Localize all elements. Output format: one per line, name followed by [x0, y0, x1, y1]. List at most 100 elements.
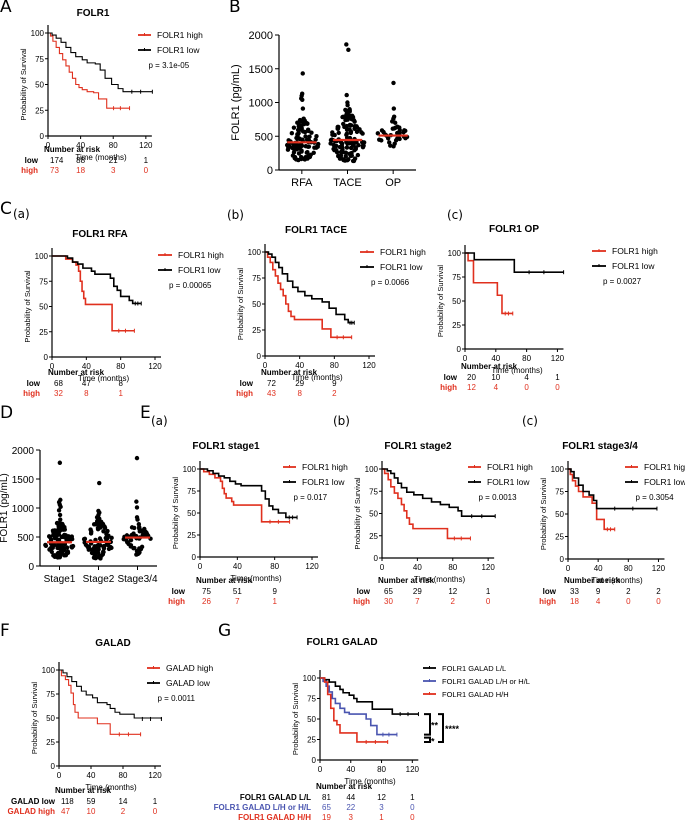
risk-value: 1 [555, 373, 560, 382]
y-tick-label: 25 [35, 106, 44, 115]
y-tick-label: 50 [252, 300, 261, 309]
data-point [143, 529, 148, 534]
data-point [52, 553, 57, 558]
risk-row-label: high [21, 166, 38, 175]
risk-value: 0 [410, 803, 415, 812]
risk-value: 29 [413, 587, 422, 596]
y-axis-label: Probability of Survival [353, 477, 362, 549]
risk-value: 8 [118, 379, 123, 388]
survival-curve-1 [59, 669, 162, 719]
y-tick-label: 0 [374, 554, 379, 563]
data-point [101, 549, 106, 555]
y-tick-label: 75 [369, 487, 378, 496]
p-value: p = 0.0066 [371, 278, 410, 287]
data-point [96, 543, 102, 548]
legend-label: FOLR1 high [302, 462, 348, 472]
y-axis-label: Probability of Survival [30, 682, 39, 754]
y-tick-label: 100 [303, 674, 317, 683]
survival-curve-0 [465, 252, 513, 315]
panel-letter-d: D [0, 403, 14, 423]
sublabel-c-c: (c) [447, 208, 463, 222]
y-tick-label: 500 [17, 533, 34, 544]
panel-letter-g: G [218, 621, 232, 641]
legend-label: FOLR1 low [302, 477, 345, 487]
risk-table-title: Number at risk [316, 782, 373, 791]
data-point [43, 542, 48, 548]
risk-value: 44 [346, 793, 355, 802]
data-point [128, 537, 134, 543]
data-point [330, 132, 335, 137]
risk-row-label: high [353, 597, 370, 606]
panel-letter-a: A [0, 0, 12, 17]
risk-value: 33 [570, 587, 579, 596]
data-point [345, 116, 351, 121]
data-point [344, 112, 349, 117]
data-point [391, 80, 396, 86]
x-axis-label: Time (months) [291, 373, 343, 382]
risk-value: 118 [61, 797, 74, 806]
x-tick-label: OP [385, 177, 401, 189]
data-point [347, 122, 353, 128]
risk-value: 65 [384, 587, 393, 596]
legend-label: FOLR1 low [178, 265, 221, 275]
data-point [81, 536, 87, 542]
data-point [397, 127, 402, 133]
data-point [340, 149, 346, 155]
legend-label: FOLR1 low [380, 262, 423, 272]
chart-title: FOLR1 GALAD [306, 637, 377, 648]
data-point [54, 520, 60, 526]
data-point [300, 106, 306, 111]
y-tick-label: 75 [187, 487, 196, 496]
x-tick-label: 40 [87, 771, 96, 780]
data-point [137, 546, 142, 551]
y-tick-label: 0 [312, 756, 317, 765]
data-point [301, 156, 307, 162]
risk-value: 1 [118, 389, 123, 398]
risk-value: 3 [349, 813, 354, 822]
data-point [306, 154, 311, 159]
x-axis-label: Time (months) [230, 574, 282, 583]
data-point [354, 129, 360, 135]
x-tick-label: 120 [551, 354, 565, 363]
data-point [294, 135, 299, 141]
risk-table-title: Number at risk [55, 786, 112, 795]
risk-value: 0 [144, 166, 149, 175]
panel-letter-e: E [140, 403, 151, 423]
y-tick-label: 0 [192, 553, 197, 562]
risk-value: 3 [379, 803, 384, 812]
data-point [328, 141, 333, 146]
risk-value: 1 [486, 587, 491, 596]
x-tick-label: 120 [362, 361, 376, 370]
data-point [344, 131, 349, 137]
risk-value: 0 [555, 383, 560, 392]
risk-table-title: Number at risk [564, 576, 621, 585]
x-tick-label: 0 [318, 765, 323, 774]
y-axis-label: Probability of Survival [436, 265, 445, 337]
data-point [303, 134, 308, 139]
x-tick-label: 80 [448, 563, 457, 572]
data-point [125, 539, 130, 545]
x-axis-label: Time (months) [591, 576, 643, 585]
y-tick-label: 1000 [249, 98, 273, 110]
risk-value: 29 [295, 379, 304, 388]
p-value: p = 0.3054 [636, 493, 675, 502]
data-point [296, 124, 301, 129]
x-tick-label: 0 [198, 562, 203, 571]
data-point [136, 551, 141, 556]
legend-label: FOLR1 high [157, 30, 203, 40]
x-axis-label: Time (months) [344, 777, 396, 786]
risk-value: 22 [346, 803, 355, 812]
data-point [388, 143, 393, 148]
data-point [344, 145, 350, 150]
data-point [350, 158, 356, 164]
risk-table-title: Number at risk [196, 576, 253, 585]
risk-value: 4 [596, 597, 601, 606]
data-point [88, 527, 93, 532]
data-point [109, 545, 114, 551]
legend-label: FOLR1 high [612, 246, 658, 256]
sublabel-e-a: (a) [151, 414, 168, 428]
x-axis-label: Time (months) [85, 783, 137, 792]
